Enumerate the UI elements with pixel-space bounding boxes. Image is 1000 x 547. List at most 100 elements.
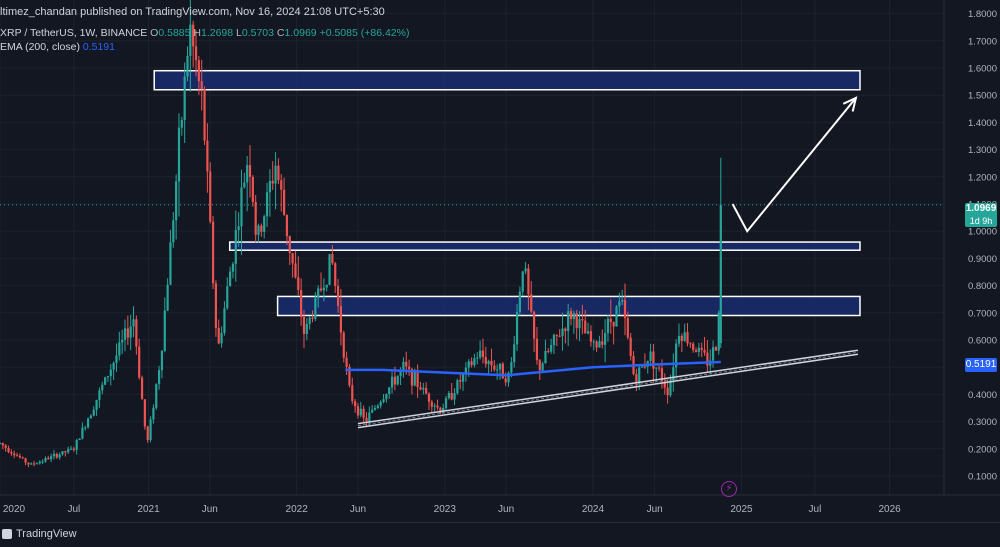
candle-body bbox=[612, 321, 615, 327]
y-tick-label: 1.0000 bbox=[968, 227, 997, 238]
candle-body bbox=[271, 180, 274, 184]
y-tick-label: 0.4000 bbox=[968, 390, 997, 401]
candle-body bbox=[311, 317, 314, 319]
candle-body bbox=[251, 176, 254, 202]
candle-body bbox=[135, 319, 138, 347]
candle-body bbox=[115, 355, 118, 363]
candle-body bbox=[362, 408, 365, 418]
candle-body bbox=[81, 427, 84, 439]
candle-body bbox=[149, 419, 152, 441]
candle-body bbox=[180, 120, 183, 128]
candle-body bbox=[450, 393, 453, 400]
candle-body bbox=[339, 305, 343, 333]
candle-body bbox=[38, 461, 41, 464]
candle-body bbox=[541, 363, 544, 371]
candle-body bbox=[169, 242, 172, 285]
ema-label[interactable]: EMA (200, close) bbox=[0, 41, 80, 53]
candle-body bbox=[220, 332, 223, 344]
candle-body bbox=[487, 360, 490, 365]
candle-body bbox=[138, 346, 141, 378]
candle-body bbox=[396, 375, 399, 385]
candle-body bbox=[425, 387, 428, 394]
candle-body bbox=[175, 181, 178, 221]
candle-body bbox=[376, 405, 379, 408]
candle-body bbox=[586, 331, 590, 334]
candle-body bbox=[604, 333, 607, 345]
x-tick-label: Jun bbox=[202, 504, 218, 515]
candle-body bbox=[504, 378, 507, 383]
y-tick-label: 1.5000 bbox=[968, 91, 997, 102]
candle-body bbox=[300, 289, 303, 318]
candle-body bbox=[4, 445, 7, 448]
candle-body bbox=[555, 334, 558, 336]
candle-body bbox=[521, 271, 524, 292]
candle-body bbox=[209, 171, 212, 222]
candle-body bbox=[439, 407, 442, 414]
candle-body bbox=[203, 89, 206, 141]
candle-body bbox=[635, 374, 638, 384]
candle-body bbox=[575, 313, 578, 329]
candle-body bbox=[479, 350, 482, 358]
close-label: C bbox=[276, 27, 285, 39]
trendline-lower bbox=[357, 353, 859, 429]
candle-body bbox=[240, 187, 243, 227]
publisher-line: ltimez_chandan published on TradingView.… bbox=[0, 6, 385, 18]
candle-body bbox=[21, 457, 24, 459]
candle-body bbox=[686, 332, 689, 344]
candle-body bbox=[237, 226, 240, 231]
projection-arrow bbox=[731, 96, 858, 233]
candle-body bbox=[518, 291, 521, 313]
candle-body bbox=[385, 394, 388, 400]
candle-body bbox=[652, 351, 655, 369]
candle-body bbox=[390, 376, 394, 388]
candle-body bbox=[319, 288, 323, 291]
candle-body bbox=[132, 319, 135, 327]
candle-body bbox=[413, 372, 416, 386]
candle-body bbox=[331, 254, 334, 264]
candle-body bbox=[493, 365, 496, 370]
tradingview-logo[interactable]: TradingView bbox=[2, 528, 77, 540]
candle-body bbox=[410, 369, 414, 386]
candle-body bbox=[689, 343, 692, 345]
candle-body bbox=[433, 405, 436, 407]
lightning-icon[interactable]: ⚡ bbox=[721, 481, 737, 497]
resistance-zone bbox=[228, 241, 861, 251]
candle-body bbox=[535, 338, 539, 361]
candle-body bbox=[186, 55, 189, 77]
candle-body bbox=[243, 182, 246, 188]
candle-body bbox=[84, 427, 87, 429]
candle-body bbox=[567, 311, 570, 331]
candle-body bbox=[345, 357, 348, 367]
candle-body bbox=[101, 384, 104, 391]
candle-body bbox=[32, 463, 36, 465]
ema-200-line bbox=[345, 360, 721, 377]
candle-body bbox=[121, 339, 124, 343]
candle-body bbox=[217, 328, 220, 344]
candle-body bbox=[155, 384, 158, 408]
candle-body bbox=[393, 376, 396, 385]
candle-body bbox=[666, 387, 669, 396]
x-tick-label: 2025 bbox=[730, 504, 753, 515]
candle-body bbox=[717, 312, 720, 351]
candle-body bbox=[569, 311, 573, 320]
candle-body bbox=[578, 319, 581, 329]
symbol-label[interactable]: XRP / TetherUS, 1W, BINANCE bbox=[0, 27, 148, 39]
candle-body bbox=[507, 372, 510, 383]
candle-body bbox=[44, 457, 47, 462]
candle-body bbox=[694, 350, 698, 352]
candle-body bbox=[640, 366, 644, 368]
candle-body bbox=[621, 300, 624, 302]
candle-body bbox=[623, 300, 627, 319]
candle-body bbox=[453, 393, 456, 400]
candle-body bbox=[192, 24, 195, 47]
candle-body bbox=[692, 343, 695, 351]
candle-body bbox=[118, 342, 121, 356]
candle-body bbox=[92, 409, 95, 416]
candle-body bbox=[177, 127, 181, 182]
candle-body bbox=[532, 311, 536, 339]
candle-body bbox=[680, 335, 683, 341]
candle-body bbox=[388, 387, 391, 395]
candle-body bbox=[291, 253, 294, 264]
candle-body bbox=[86, 418, 90, 428]
